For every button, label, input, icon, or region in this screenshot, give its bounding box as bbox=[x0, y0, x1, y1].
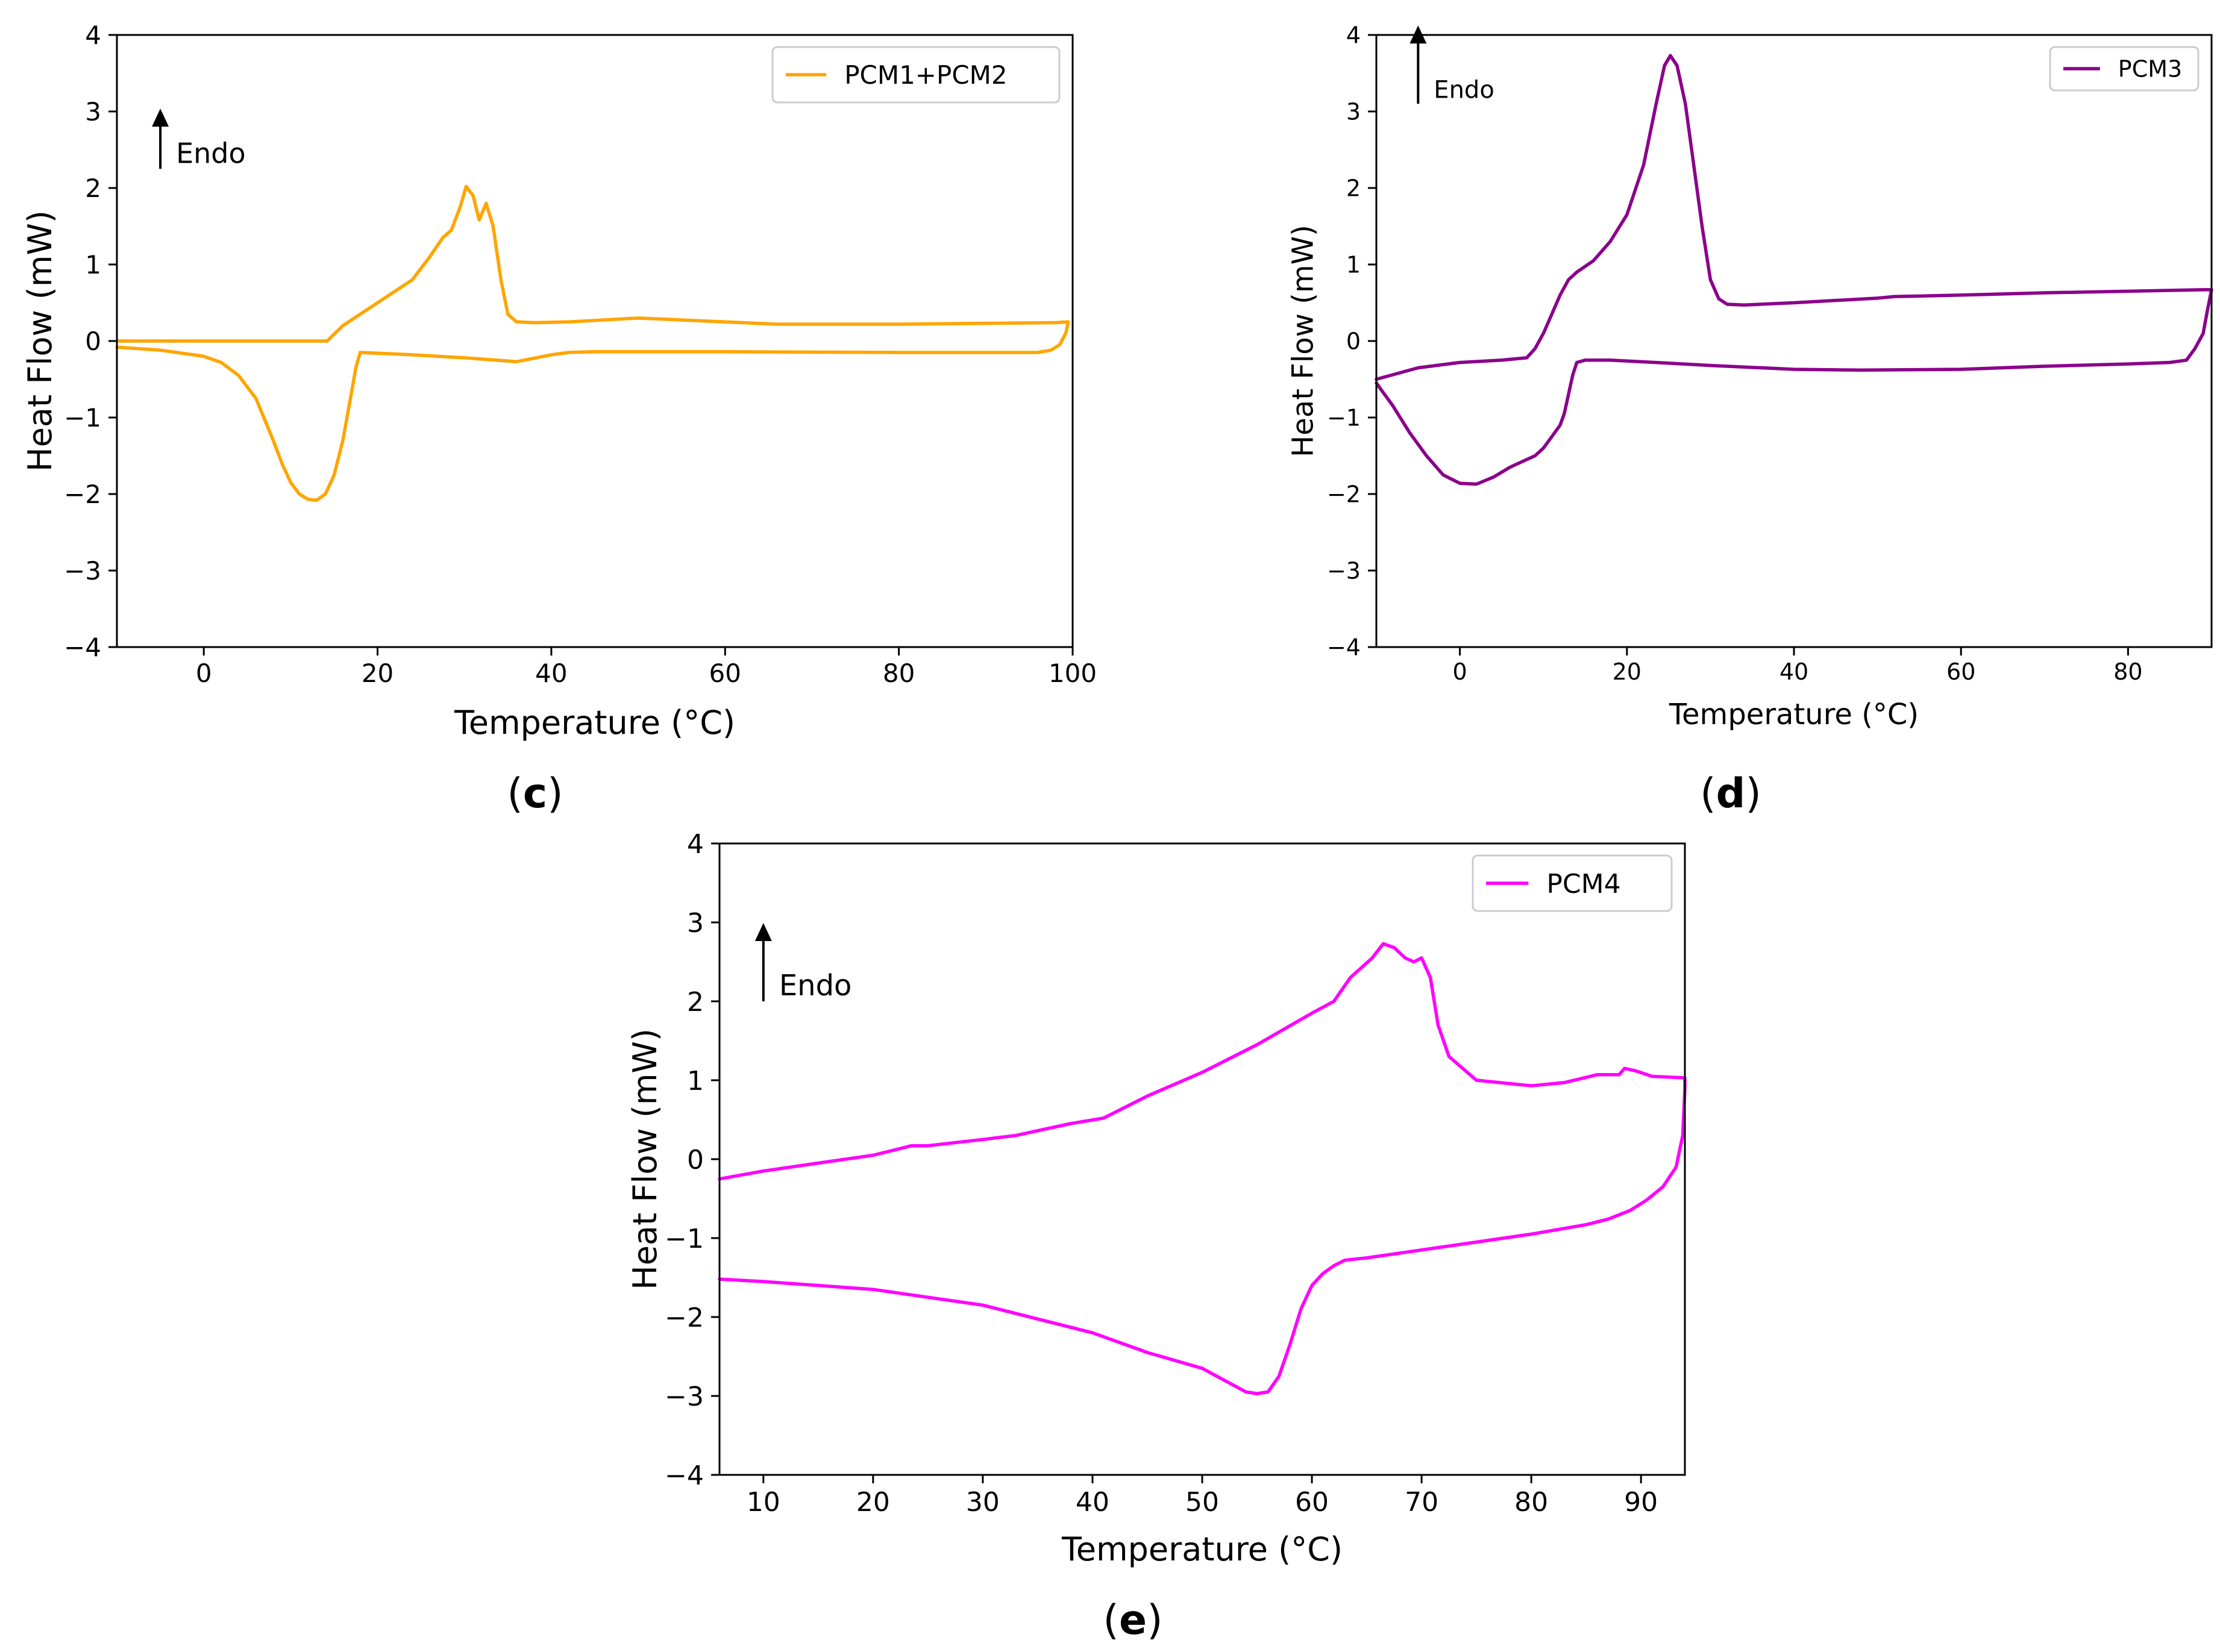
y-tick-label: 4 bbox=[1346, 22, 1361, 49]
caption-letter: e bbox=[1119, 1597, 1147, 1644]
y-tick-label: 1 bbox=[85, 250, 101, 280]
y-tick-label: −4 bbox=[665, 1460, 704, 1491]
y-tick-label: −1 bbox=[665, 1224, 704, 1254]
x-tick-label: 20 bbox=[1613, 659, 1641, 685]
series-line-pcm4 bbox=[718, 942, 1687, 1395]
y-tick-label: −3 bbox=[665, 1381, 704, 1412]
x-tick-label: 80 bbox=[2113, 659, 2142, 685]
x-tick-label: 20 bbox=[856, 1487, 890, 1518]
plot-frame bbox=[718, 842, 1686, 1476]
endo-arrow-icon bbox=[1409, 25, 1427, 44]
legend-label: PCM4 bbox=[1546, 869, 1620, 900]
caption-paren-open: ( bbox=[507, 770, 523, 818]
legend-box bbox=[771, 46, 1061, 104]
y-axis-label: Heat Flow (mW) bbox=[626, 1028, 664, 1290]
x-axis-label: Temperature (°C) bbox=[1669, 698, 1919, 731]
y-tick-label: −2 bbox=[1327, 481, 1361, 508]
y-tick-label: −1 bbox=[1327, 405, 1361, 431]
series-line-pcm1-pcm2 bbox=[115, 184, 1070, 502]
x-axis-label: Temperature (°C) bbox=[454, 704, 735, 742]
panel-caption: (c) bbox=[507, 770, 563, 818]
y-tick-label: 3 bbox=[85, 97, 101, 127]
y-tick-label: 0 bbox=[687, 1145, 704, 1175]
x-tick-label: 80 bbox=[1514, 1487, 1548, 1518]
endo-arrow-icon bbox=[754, 923, 772, 941]
y-tick-label: 2 bbox=[687, 987, 704, 1018]
y-tick-label: 0 bbox=[1346, 328, 1361, 355]
y-tick-label: 0 bbox=[85, 327, 101, 356]
caption-paren-close: ) bbox=[1147, 1597, 1163, 1644]
y-tick-label: 3 bbox=[1346, 99, 1361, 125]
chart-panel-c: 0 20 40 60 80 100 −4 −3 −2 −1 0 1 2 3 4 Temperature (°C… bbox=[21, 20, 1097, 818]
x-tick-label: 40 bbox=[1779, 659, 1808, 685]
caption-paren-open: ( bbox=[1103, 1597, 1119, 1644]
plot-frame bbox=[1375, 34, 2213, 648]
y-tick-label: 1 bbox=[1346, 252, 1361, 278]
y-tick-label: −3 bbox=[64, 556, 101, 586]
caption-paren-close: ) bbox=[1745, 770, 1761, 818]
y-tick-label: −3 bbox=[1327, 558, 1361, 584]
y-tick-label: 1 bbox=[687, 1066, 704, 1097]
x-tick-label: 100 bbox=[1049, 659, 1097, 688]
caption-letter: d bbox=[1716, 770, 1746, 818]
caption-paren-open: ( bbox=[1700, 770, 1716, 818]
x-tick-label: 40 bbox=[535, 659, 567, 688]
x-tick-label: 70 bbox=[1405, 1487, 1438, 1518]
endo-arrow-icon bbox=[152, 108, 169, 127]
y-tick-label: −4 bbox=[64, 633, 101, 662]
x-tick-label: 20 bbox=[362, 659, 394, 688]
panel-caption: (d) bbox=[1700, 770, 1761, 818]
x-tick-label: 40 bbox=[1076, 1487, 1109, 1518]
chart-panel-d: 0 20 40 60 80 −4 −3 −2 −1 0 1 2 3 4 Temperature (°C) He… bbox=[1286, 22, 2213, 818]
endo-annotation: Endo bbox=[176, 137, 246, 169]
y-tick-label: 2 bbox=[85, 174, 101, 203]
y-axis-label: Heat Flow (mW) bbox=[1286, 225, 1320, 457]
x-tick-label: 10 bbox=[747, 1487, 780, 1518]
x-tick-label: 0 bbox=[1453, 659, 1467, 685]
x-tick-label: 30 bbox=[966, 1487, 1000, 1518]
endo-annotation: Endo bbox=[1434, 76, 1494, 104]
x-tick-label: 0 bbox=[196, 659, 212, 688]
legend-box bbox=[1472, 854, 1673, 912]
x-axis-label: Temperature (°C) bbox=[1061, 1530, 1343, 1568]
y-tick-label: −2 bbox=[64, 480, 101, 509]
x-tick-label: 60 bbox=[1295, 1487, 1329, 1518]
x-tick-label: 50 bbox=[1185, 1487, 1219, 1518]
x-tick-label: 80 bbox=[883, 659, 915, 688]
x-tick-label: 90 bbox=[1624, 1487, 1658, 1518]
legend-box bbox=[2049, 46, 2200, 92]
x-tick-label: 60 bbox=[1946, 659, 1975, 685]
y-tick-label: 3 bbox=[687, 908, 704, 939]
y-tick-label: −4 bbox=[1327, 634, 1361, 661]
y-tick-label: 2 bbox=[1346, 175, 1361, 202]
y-axis-label: Heat Flow (mW) bbox=[21, 210, 59, 472]
y-tick-label: 4 bbox=[85, 20, 101, 50]
y-tick-label: −1 bbox=[64, 403, 101, 433]
chart-panel-e: 10 20 30 40 50 60 70 80 90 −4 −3 −2 −1 0 1 2 3 4 Temperatu… bbox=[626, 829, 1687, 1644]
legend-label: PCM3 bbox=[2118, 56, 2182, 83]
panel-caption: (e) bbox=[1103, 1597, 1162, 1644]
caption-paren-close: ) bbox=[547, 770, 563, 818]
series-line-pcm3 bbox=[1375, 54, 2213, 486]
x-tick-label: 60 bbox=[709, 659, 741, 688]
endo-annotation: Endo bbox=[779, 969, 852, 1003]
y-tick-label: 4 bbox=[687, 829, 704, 860]
legend-label: PCM1+PCM2 bbox=[844, 60, 1007, 90]
caption-letter: c bbox=[523, 770, 547, 818]
y-tick-label: −2 bbox=[665, 1303, 704, 1333]
